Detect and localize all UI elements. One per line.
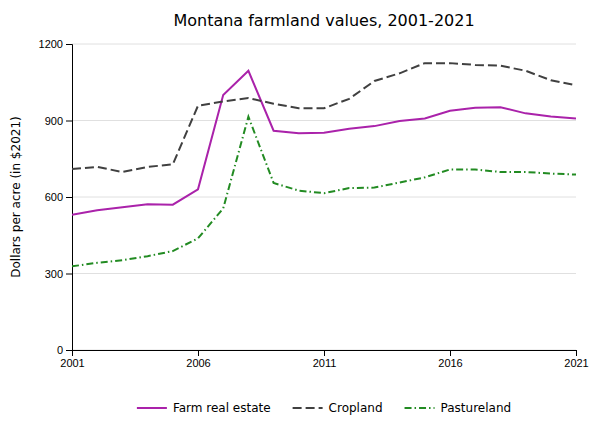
y-tick: 300 [45,268,72,280]
x-tick-label: 2006 [186,357,210,369]
title: Montana farmland values, 2001-2021 [173,11,474,30]
legend-swatch [405,407,435,409]
x-tick-label: 2001 [60,357,84,369]
y-tick-label: 300 [45,268,63,280]
x-tick-label: 2011 [313,357,337,369]
y-axis: 0 300 600 900 1200 [39,38,73,356]
legend-item: Cropland [293,401,383,415]
grid-line [72,197,576,198]
lines [72,63,576,266]
y-tick-mark [66,197,72,198]
y-tick: 0 [57,344,72,356]
x-tick: 2011 [313,350,337,369]
legend-item: Farm real estate [137,401,271,415]
legend-item: Pastureland [405,401,512,415]
x-axis: 2001 2006 2011 2016 2021 [60,350,588,369]
x-tick: 2006 [186,350,210,369]
y-tick-mark [66,44,72,45]
y-tick-mark [66,350,72,351]
grid-line [72,44,576,45]
grid-line [72,120,576,121]
x-tick: 2001 [60,350,84,369]
x-tick-mark [576,350,577,356]
y-axis-title: Dollars per acre (in $2021) [9,116,23,277]
y-tick-label: 0 [57,344,63,356]
legend: Farm real estate Cropland Pastureland [137,401,511,415]
x-tick-mark [450,350,451,356]
y-tick-mark [66,121,72,122]
y-tick-label: 600 [45,191,63,203]
chart: 2001 2006 2011 2016 2021 0 300 600 900 1200 Montan… [0,0,600,436]
x-tick: 2016 [438,350,462,369]
y-tick-label: 1200 [39,38,63,50]
legend-swatch [293,407,323,409]
x-tick-label: 2021 [564,357,588,369]
x-axis-line [73,351,577,357]
y-tick: 1200 [39,38,72,50]
series-line [72,63,576,172]
plot: 2001 2006 2011 2016 2021 0 300 600 900 1200 [39,38,589,369]
y-tick-label: 900 [45,115,63,127]
x-tick-mark [324,350,325,356]
y-tick-mark [66,274,72,275]
legend-label: Pastureland [441,401,512,415]
y-axis-line [66,45,73,351]
y-tick: 600 [45,191,72,203]
legend-swatch [137,407,167,409]
x-tick-mark [198,350,199,356]
legend-label: Farm real estate [173,401,271,415]
y-tick: 900 [45,115,72,127]
x-tick: 2021 [564,350,588,369]
x-tick-label: 2016 [438,357,462,369]
legend-label: Cropland [329,401,383,415]
series-line [72,117,576,267]
grid [72,44,576,350]
grid-line [72,273,576,274]
